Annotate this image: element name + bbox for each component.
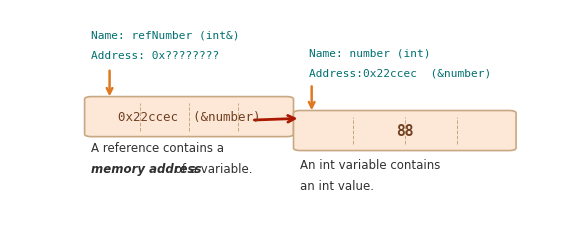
Text: A reference contains a: A reference contains a [91,141,224,154]
Text: 88: 88 [396,124,414,138]
Text: an int value.: an int value. [300,180,374,192]
FancyBboxPatch shape [84,97,294,137]
Text: Name: number (int): Name: number (int) [309,48,431,58]
Text: Address:0x22ccec  (&number): Address:0x22ccec (&number) [309,69,492,79]
Text: Address: 0x????????: Address: 0x???????? [91,51,220,61]
Text: An int variable contains: An int variable contains [300,159,441,172]
Text: 0x22ccec  (&number): 0x22ccec (&number) [118,111,260,124]
Text: Name: refNumber (int&): Name: refNumber (int&) [91,30,240,40]
Text: of a variable.: of a variable. [171,162,253,175]
Text: memory address: memory address [91,162,202,175]
FancyBboxPatch shape [294,111,516,151]
